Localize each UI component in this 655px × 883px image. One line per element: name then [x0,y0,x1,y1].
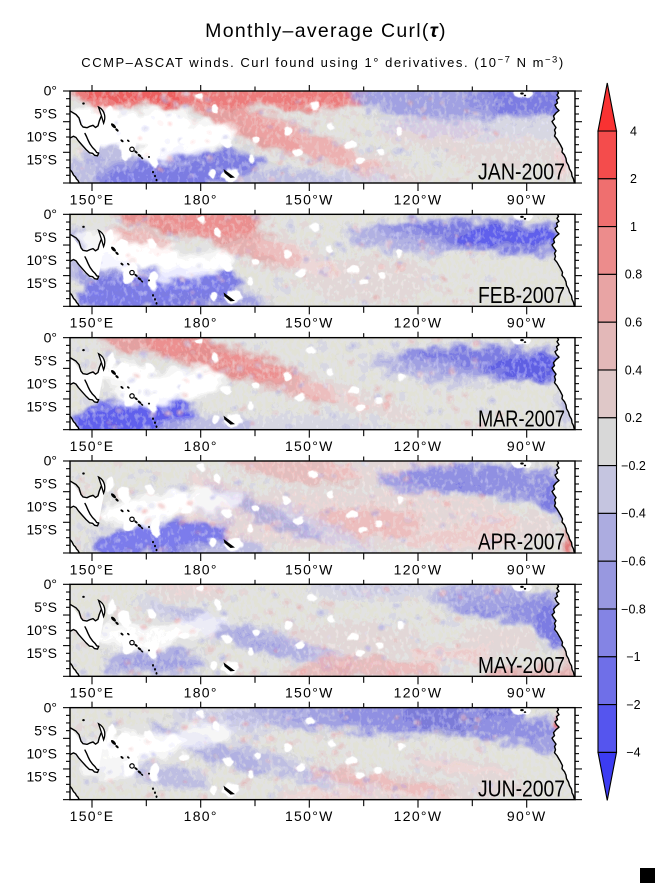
svg-text:150°W: 150°W [285,438,334,454]
svg-text:JUN-2007: JUN-2007 [478,775,565,801]
svg-text:4: 4 [630,124,637,138]
svg-text:0°: 0° [44,83,57,99]
svg-text:5°S: 5°S [34,722,57,738]
svg-text:5°S: 5°S [34,599,57,615]
svg-text:−0.4: −0.4 [621,507,646,521]
svg-text:0°: 0° [44,329,57,345]
svg-text:15°S: 15°S [26,768,57,784]
svg-text:−0.8: −0.8 [621,602,646,616]
svg-text:1: 1 [630,220,637,234]
svg-text:180°: 180° [184,315,218,331]
svg-text:0°: 0° [44,699,57,715]
svg-text:150°E: 150°E [70,191,115,207]
svg-text:10°S: 10°S [26,622,57,638]
svg-text:−4: −4 [626,746,640,760]
svg-text:0.6: 0.6 [625,316,642,330]
svg-text:120°W: 120°W [394,808,443,824]
svg-text:120°W: 120°W [394,315,443,331]
svg-text:0°: 0° [44,576,57,592]
svg-text:90°W: 90°W [507,561,547,577]
svg-text:90°W: 90°W [507,685,547,701]
svg-text:120°W: 120°W [394,191,443,207]
svg-text:Monthly–average Curl(τ): Monthly–average Curl(τ) [205,20,447,42]
svg-text:120°W: 120°W [394,561,443,577]
svg-text:150°E: 150°E [70,808,115,824]
svg-text:150°W: 150°W [285,685,334,701]
svg-text:150°W: 150°W [285,808,334,824]
svg-text:150°W: 150°W [285,191,334,207]
svg-text:90°W: 90°W [507,315,547,331]
svg-text:180°: 180° [184,685,218,701]
svg-text:0.8: 0.8 [625,268,642,282]
svg-text:−0.2: −0.2 [621,459,646,473]
svg-text:180°: 180° [184,191,218,207]
svg-text:−0.6: −0.6 [621,555,646,569]
svg-text:15°S: 15°S [26,275,57,291]
svg-text:180°: 180° [184,438,218,454]
svg-text:0.2: 0.2 [625,411,642,425]
svg-text:120°W: 120°W [394,438,443,454]
svg-text:2: 2 [630,172,637,186]
svg-text:5°S: 5°S [34,106,57,122]
svg-text:10°S: 10°S [26,745,57,761]
svg-text:10°S: 10°S [26,499,57,515]
svg-text:15°S: 15°S [26,398,57,414]
svg-text:90°W: 90°W [507,191,547,207]
svg-text:10°S: 10°S [26,375,57,391]
svg-text:180°: 180° [184,808,218,824]
svg-text:150°E: 150°E [70,315,115,331]
svg-text:150°W: 150°W [285,561,334,577]
svg-text:150°E: 150°E [70,438,115,454]
svg-text:15°S: 15°S [26,522,57,538]
svg-text:−1: −1 [626,650,640,664]
svg-text:10°S: 10°S [26,252,57,268]
svg-text:0°: 0° [44,206,57,222]
svg-text:MAR-2007: MAR-2007 [478,405,565,431]
svg-text:0°: 0° [44,453,57,469]
svg-text:−2: −2 [626,698,640,712]
svg-text:180°: 180° [184,561,218,577]
svg-text:5°S: 5°S [34,476,57,492]
svg-text:10°S: 10°S [26,129,57,145]
svg-text:APR-2007: APR-2007 [478,529,565,555]
svg-text:FEB-2007: FEB-2007 [478,282,565,308]
svg-text:15°S: 15°S [26,645,57,661]
svg-text:CCMP–ASCAT winds. Curl found u: CCMP–ASCAT winds. Curl found using 1° de… [81,55,564,71]
svg-text:JAN-2007: JAN-2007 [478,159,565,185]
svg-text:5°S: 5°S [34,229,57,245]
svg-text:0.4: 0.4 [625,363,642,377]
svg-text:120°W: 120°W [394,685,443,701]
svg-text:15°S: 15°S [26,152,57,168]
svg-text:150°E: 150°E [70,685,115,701]
svg-text:5°S: 5°S [34,352,57,368]
svg-text:150°W: 150°W [285,315,334,331]
svg-text:90°W: 90°W [507,808,547,824]
svg-text:150°E: 150°E [70,561,115,577]
svg-text:MAY-2007: MAY-2007 [478,652,565,678]
svg-text:90°W: 90°W [507,438,547,454]
